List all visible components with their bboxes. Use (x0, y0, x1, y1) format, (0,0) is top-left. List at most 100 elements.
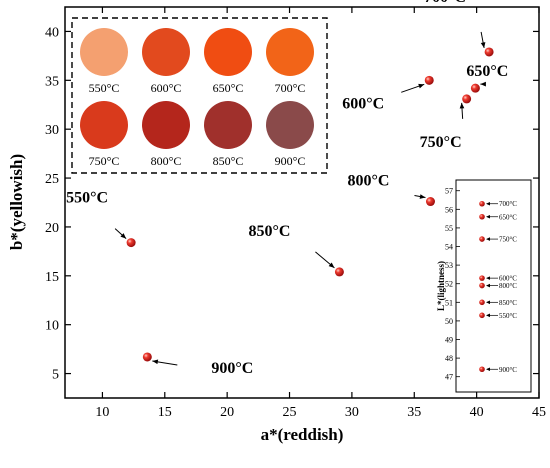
data-point (126, 238, 136, 248)
inset-point-label: 850°C (499, 299, 517, 307)
callout-arrowhead (419, 194, 426, 199)
swatch-disc (266, 28, 314, 76)
inset-marker (479, 299, 485, 306)
data-point (470, 83, 480, 93)
data-point (424, 75, 434, 85)
swatch-label: 650°C (213, 81, 244, 95)
inset-arrowhead (486, 283, 490, 288)
x-tick-label: 35 (407, 405, 421, 420)
callout: 900°C (152, 359, 253, 377)
swatch-disc (204, 28, 252, 76)
y-tick-label: 5 (52, 368, 59, 383)
swatch-panel-border (71, 17, 328, 174)
inset-tick-label: 48 (445, 354, 453, 363)
callout-arrowhead (480, 81, 486, 87)
inset-point: 600°C (479, 275, 517, 283)
inset-tick-label: 49 (445, 336, 453, 345)
plot-frame (64, 6, 540, 399)
swatch-disc (80, 101, 128, 149)
inset-tick-label: 53 (445, 261, 453, 270)
inset-marker (479, 312, 485, 319)
color-swatch: 550°C (80, 28, 128, 95)
inset-marker (479, 200, 485, 207)
callout-label: 750°C (420, 134, 462, 151)
callout-label: 550°C (66, 190, 108, 207)
x-tick-label: 25 (283, 405, 297, 420)
color-swatch: 900°C (266, 101, 314, 168)
color-swatch: 600°C (142, 28, 190, 95)
inset-tick-label: 52 (445, 280, 453, 289)
swatch-label: 850°C (213, 154, 244, 168)
callout-arrowhead (480, 42, 486, 48)
callout: 800°C (348, 173, 426, 199)
inset-tick-label: 47 (445, 373, 453, 382)
inset-arrowhead (486, 367, 490, 372)
callout: 600°C (342, 83, 425, 112)
inset-arrowhead (486, 300, 490, 305)
y-tick-label: 15 (45, 270, 59, 285)
x-axis-title: a*(reddish) (261, 425, 344, 444)
swatch-label: 550°C (89, 81, 120, 95)
x-tick-label: 20 (220, 405, 234, 420)
swatch-label: 900°C (275, 154, 306, 168)
color-swatch: 750°C (80, 101, 128, 168)
callout: 850°C (248, 223, 335, 269)
inset-marker (479, 236, 485, 242)
inset-arrowhead (486, 237, 490, 241)
inset-arrowhead (486, 313, 490, 318)
y-tick-label: 20 (45, 221, 59, 236)
y-tick-label: 10 (45, 319, 59, 334)
callout-label: 900°C (211, 360, 253, 377)
inset-point-label: 750°C (499, 236, 517, 244)
inset-marker (479, 282, 485, 289)
data-point (462, 94, 472, 104)
inset-tick-label: 57 (445, 187, 453, 196)
swatch-disc (80, 28, 128, 76)
color-swatch: 850°C (204, 101, 252, 168)
callout-arrowhead (459, 102, 465, 109)
callout-label: 850°C (248, 223, 290, 240)
inset-point-label: 650°C (499, 213, 517, 221)
callout-label: 600°C (342, 95, 384, 112)
y-axis-title: b*(yellowish) (7, 154, 26, 250)
y-tick-label: 40 (45, 25, 59, 40)
inset-point-label: 600°C (499, 275, 517, 283)
inset-point-label: 900°C (499, 366, 517, 374)
data-point (142, 352, 152, 362)
inset-point-label: 700°C (499, 200, 517, 208)
callout-arrowhead (152, 359, 159, 365)
swatch-label: 600°C (151, 81, 182, 95)
x-tick-label: 10 (95, 405, 109, 420)
data-point (484, 47, 494, 57)
data-point (425, 197, 435, 207)
callout-arrowhead (328, 262, 335, 268)
data-point (334, 267, 344, 277)
inset-arrowhead (486, 201, 490, 206)
inset-marker (479, 275, 485, 281)
inset-marker (479, 366, 485, 373)
callout: 750°C (420, 102, 465, 151)
callouts: 550°C 600°C 650°C 700°C 750°C 800°C 850°C 900°C (66, 0, 508, 377)
inset-tick-label: 51 (445, 298, 453, 307)
inset-axis-title: L*(lightness) (436, 261, 446, 311)
inset-tick-label: 56 (445, 205, 453, 214)
callout-arrowhead (120, 233, 127, 239)
inset-point: 800°C (479, 282, 517, 290)
callout: 700°C (424, 0, 486, 49)
swatch-disc (266, 101, 314, 149)
swatch-label: 750°C (89, 154, 120, 168)
inset-point: 700°C (479, 200, 517, 208)
color-swatch: 700°C (266, 28, 314, 95)
callout-label: 650°C (466, 63, 508, 80)
x-tick-label: 45 (532, 405, 546, 420)
callout-label: 800°C (348, 173, 390, 190)
inset-arrowhead (486, 276, 490, 280)
x-tick-label: 40 (470, 405, 484, 420)
inset-point: 850°C (479, 299, 517, 307)
swatch-disc (142, 101, 190, 149)
x-tick-label: 15 (158, 405, 172, 420)
inset-tick-label: 55 (445, 224, 453, 233)
inset-point-label: 800°C (499, 282, 517, 290)
x-tick-label: 30 (345, 405, 359, 420)
